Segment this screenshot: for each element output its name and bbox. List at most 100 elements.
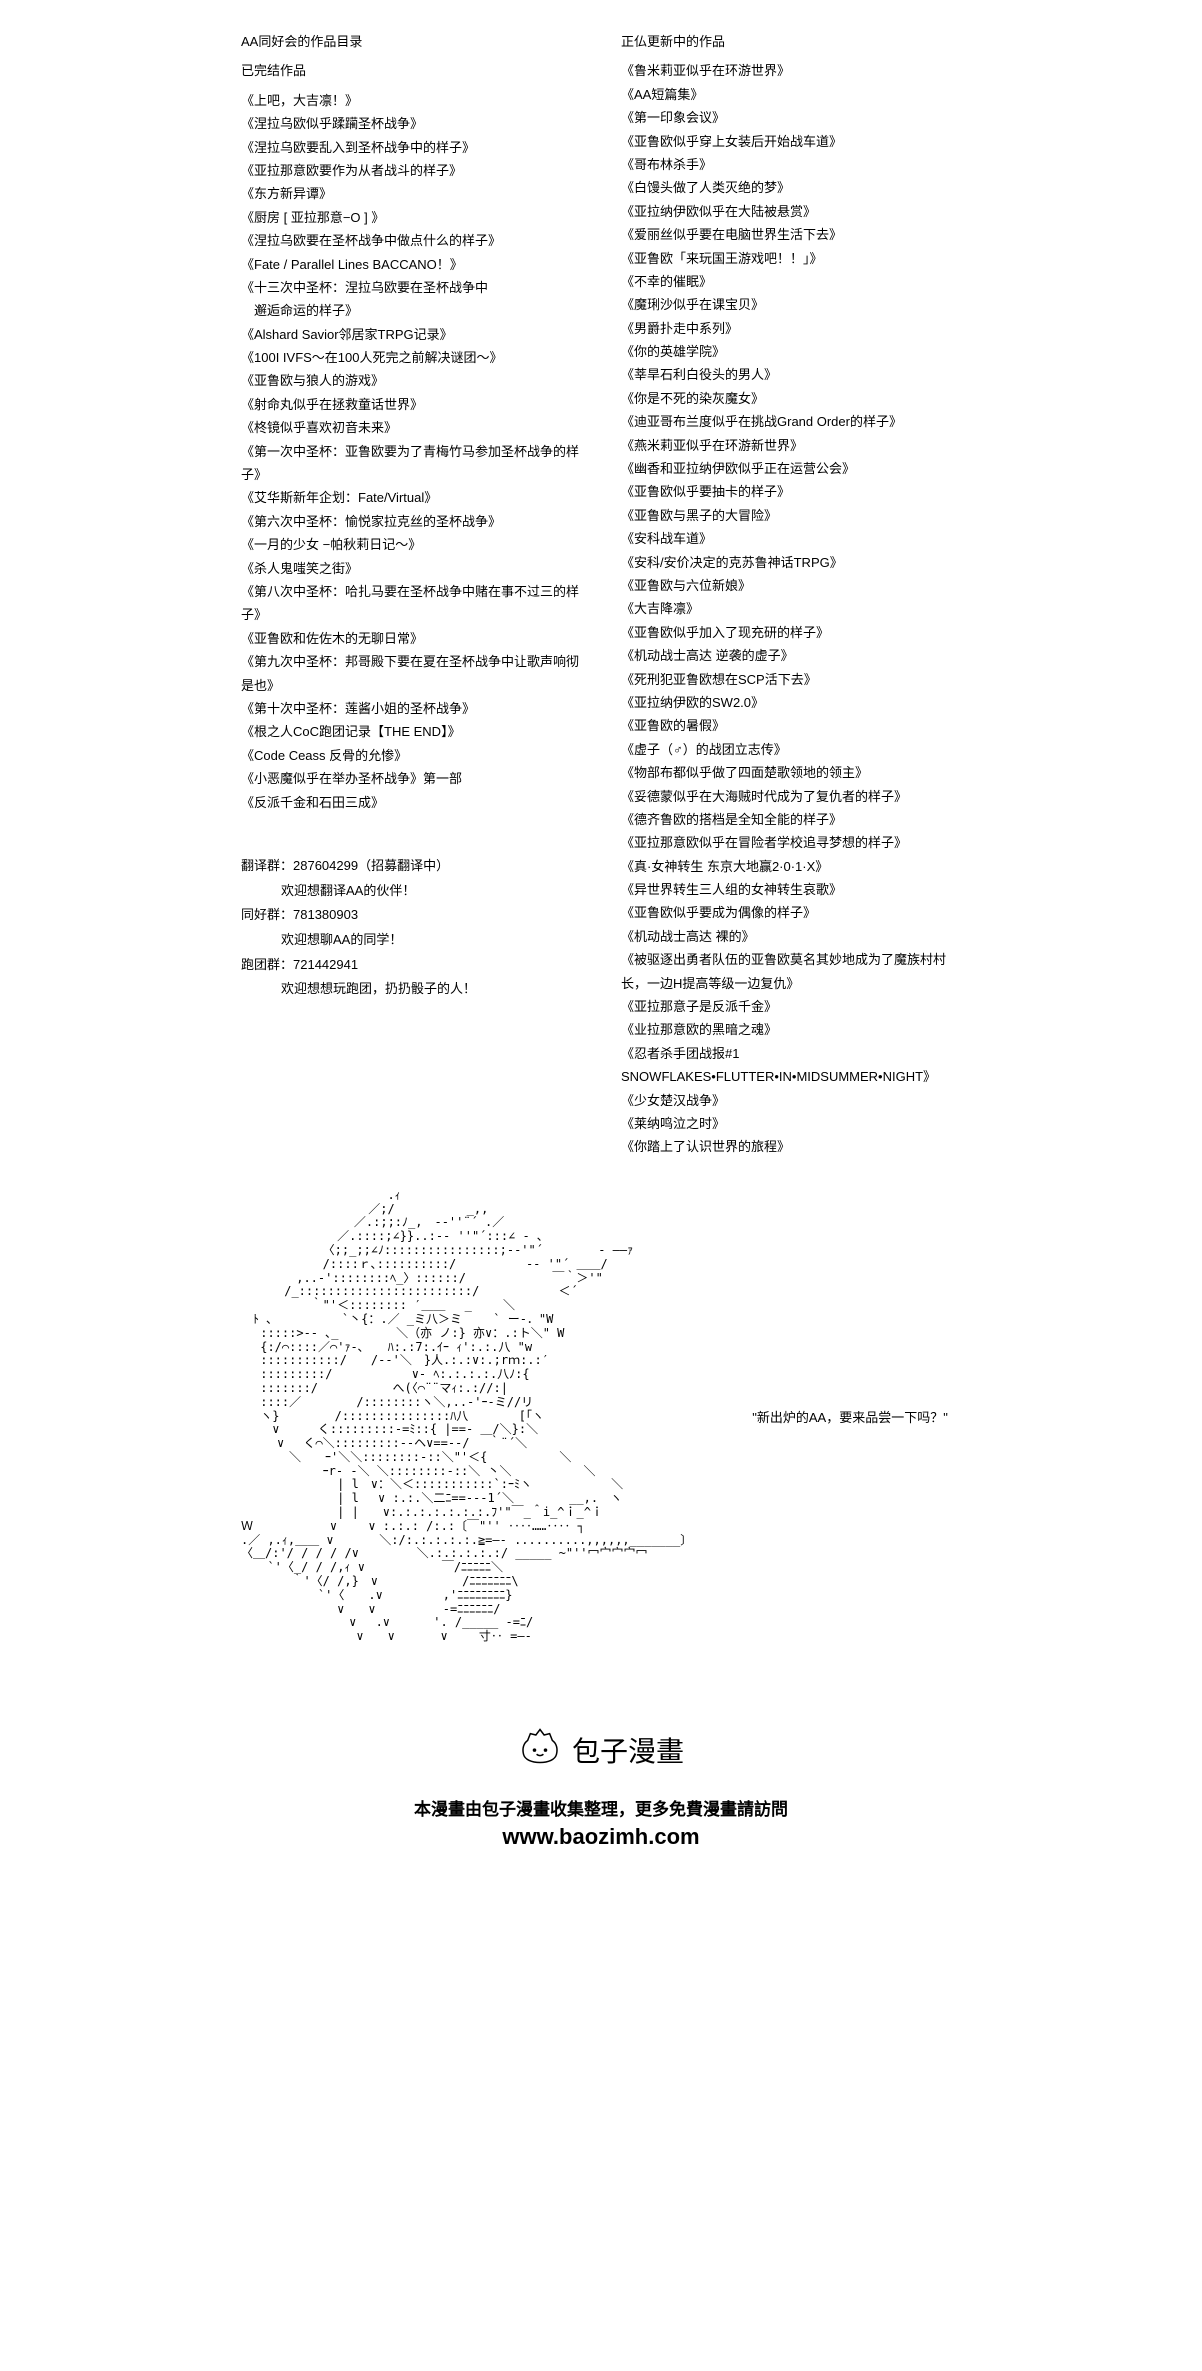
work-item: 《爱丽丝似乎要在电脑世界生活下去》 [621,223,961,246]
work-item: 《亚拉那意欧要作为从者战斗的样子》 [241,159,581,182]
work-item: 《亚鲁欧的暑假》 [621,714,961,737]
work-item: 《被驱逐出勇者队伍的亚鲁欧莫名其妙地成为了魔族村村长，一边H提高等级一边复仇》 [621,948,961,995]
group-translate-line2: 欢迎想翻译AA的伙伴！ [241,879,581,904]
work-item: 《亚拉那意欧似乎在冒险者学校追寻梦想的样子》 [621,831,961,854]
footer-url: www.baozimh.com [241,1824,961,1850]
group-trpg-line1: 跑团群：721442941 [241,953,581,978]
group-fans-line2: 欢迎想聊AA的同学！ [241,928,581,953]
work-item: 《白馒头做了人类灭绝的梦》 [621,176,961,199]
work-item: 《虚子（♂）的战团立志传》 [621,738,961,761]
work-item: 《不幸的催眠》 [621,270,961,293]
work-item: 《亚鲁欧与六位新娘》 [621,574,961,597]
group-translate-line1: 翻译群：287604299（招募翻译中） [241,854,581,879]
work-item: 《魔琍沙似乎在课宝贝》 [621,293,961,316]
work-item: 《业拉那意欧的黑暗之魂》 [621,1018,961,1041]
work-item: 《燕米莉亚似乎在环游新世界》 [621,434,961,457]
work-item: 《亚鲁欧似乎要抽卡的样子》 [621,480,961,503]
work-item: 《哥布林杀手》 [621,153,961,176]
work-item: 《忍者杀手团战报#1 SNOWFLAKES•FLUTTER•IN•MIDSUMM… [621,1042,961,1089]
work-item: 《亚鲁欧与狼人的游戏》 [241,369,581,392]
work-item: 《柊镜似乎喜欢初音未来》 [241,416,581,439]
work-item: 《东方新异谭》 [241,182,581,205]
work-item: 《死刑犯亚鲁欧想在SCP活下去》 [621,668,961,691]
work-item: 《Fate / Parallel Lines BACCANO！》 [241,253,581,276]
column-left: AA同好会的作品目录 已完结作品 《上吧，大吉凛！》《涅拉乌欧似乎蹂躏圣杯战争》… [241,30,581,1159]
page-container: AA同好会的作品目录 已完结作品 《上吧，大吉凛！》《涅拉乌欧似乎蹂躏圣杯战争》… [221,0,981,1930]
work-item: 《安科/安价决定的克苏鲁神话TRPG》 [621,551,961,574]
work-item: 《艾华斯新年企划：Fate/Virtual》 [241,486,581,509]
group-trpg-line2: 欢迎想想玩跑团，扔扔骰子的人！ [241,977,581,1002]
group-trpg: 跑团群：721442941 欢迎想想玩跑团，扔扔骰子的人！ [241,953,581,1002]
work-item: 《莘旱石利白役头的男人》 [621,363,961,386]
ascii-art: .ｨ ／;/ _,, ／.:;;:ﾉ_, -‐''¨´ .／ ／.::::;∠}… [241,1189,692,1644]
work-item: 《第九次中圣杯：邦哥殿下要在夏在圣杯战争中让歌声响彻是也》 [241,650,581,697]
work-item: 《第八次中圣杯：哈扎马要在圣杯战争中赌在事不过三的样子》 [241,580,581,627]
column-right: 正仏更新中的作品 《鲁米莉亚似乎在环游世界》《AA短篇集》《第一印象会议》《亚鲁… [621,30,961,1159]
work-item: 《涅拉乌欧要在圣杯战争中做点什么的样子》 [241,229,581,252]
ascii-caption: "新出炉的AA，要来品尝一下吗？" [752,1407,948,1426]
work-item: 《亚鲁欧似乎要成为偶像的样子》 [621,901,961,924]
footer-line1: 本漫畫由包子漫畫收集整理，更多免費漫畫請訪問 [241,1795,961,1820]
work-item: 《射命丸似乎在拯救童话世界》 [241,393,581,416]
group-translate: 翻译群：287604299（招募翻译中） 欢迎想翻译AA的伙伴！ [241,854,581,903]
work-item: 《第一印象会议》 [621,106,961,129]
footer: 包子漫畫 本漫畫由包子漫畫收集整理，更多免費漫畫請訪問 www.baozimh.… [241,1704,961,1890]
work-item: 《厨房 [ 亚拉那意−O ] 》 [241,206,581,229]
updating-works-list: 《鲁米莉亚似乎在环游世界》《AA短篇集》《第一印象会议》《亚鲁欧似乎穿上女装后开… [621,59,961,1158]
work-item: 《妥德蒙似乎在大海贼时代成为了复仇者的样子》 [621,785,961,808]
right-header-1: 正仏更新中的作品 [621,30,961,53]
work-item: 《你的英雄学院》 [621,340,961,363]
work-item: 《第十次中圣杯：莲酱小姐的圣杯战争》 [241,697,581,720]
work-item: 《AA短篇集》 [621,83,961,106]
work-item: 《你踏上了认识世界的旅程》 [621,1135,961,1158]
completed-works-list: 《上吧，大吉凛！》《涅拉乌欧似乎蹂躏圣杯战争》《涅拉乌欧要乱入到圣杯战争中的样子… [241,89,581,814]
work-item: 《你是不死的染灰魔女》 [621,387,961,410]
left-header-2: 已完结作品 [241,59,581,82]
work-item: 《真·女神转生 东京大地赢2·0·1·X》 [621,855,961,878]
work-item: 《机动战士高达 裸的》 [621,925,961,948]
ascii-row: .ｨ ／;/ _,, ／.:;;:ﾉ_, -‐''¨´ .／ ／.::::;∠}… [241,1189,961,1644]
two-column-layout: AA同好会的作品目录 已完结作品 《上吧，大吉凛！》《涅拉乌欧似乎蹂躏圣杯战争》… [241,30,961,1159]
work-item: 《第六次中圣杯：愉悦家拉克丝的圣杯战争》 [241,510,581,533]
groups-block: 翻译群：287604299（招募翻译中） 欢迎想翻译AA的伙伴！ 同好群：781… [241,854,581,1002]
work-item: 《男爵扑走中系列》 [621,317,961,340]
work-item: 《反派千金和石田三成》 [241,791,581,814]
group-fans-line1: 同好群：781380903 [241,903,581,928]
work-item: 《小恶魔似乎在举办圣杯战争》第一部 [241,767,581,790]
work-item: 《大吉降凛》 [621,597,961,620]
work-item: 《Code Ceass 反骨的允惨》 [241,744,581,767]
work-item: 《鲁米莉亚似乎在环游世界》 [621,59,961,82]
work-item: 《机动战士高达 逆袭的虚子》 [621,644,961,667]
work-item: 《亚鲁欧和佐佐木的无聊日常》 [241,627,581,650]
work-item: 《亚鲁欧似乎加入了现充研的样子》 [621,621,961,644]
bao-icon [518,1724,562,1775]
work-item: 《Alshard Savior邻居家TRPG记录》 [241,323,581,346]
group-fans: 同好群：781380903 欢迎想聊AA的同学！ [241,903,581,952]
work-item: 《涅拉乌欧似乎蹂躏圣杯战争》 [241,112,581,135]
work-item: 《安科战车道》 [621,527,961,550]
work-item: 《亚鲁欧「来玩国王游戏吧！！」》 [621,247,961,270]
work-item: 《幽香和亚拉纳伊欧似乎正在运营公会》 [621,457,961,480]
work-item: 《杀人鬼嗤笑之街》 [241,557,581,580]
work-item: 《第一次中圣杯：亚鲁欧要为了青梅竹马参加圣杯战争的样子》 [241,440,581,487]
left-header-1: AA同好会的作品目录 [241,30,581,53]
work-item: 《上吧，大吉凛！》 [241,89,581,112]
work-item: 《一月的少女 −帕秋莉日记～》 [241,533,581,556]
work-item: 《亚鲁欧与黑子的大冒险》 [621,504,961,527]
work-item: 《异世界转生三人组的女神转生哀歌》 [621,878,961,901]
work-item: 《根之人CoC跑团记录【THE END】》 [241,720,581,743]
work-item: 《亚鲁欧似乎穿上女装后开始战车道》 [621,130,961,153]
work-item: 《涅拉乌欧要乱入到圣杯战争中的样子》 [241,136,581,159]
work-item: 《十三次中圣杯：涅拉乌欧要在圣杯战争中 邂逅命运的样子》 [241,276,581,323]
work-item: 《少女楚汉战争》 [621,1089,961,1112]
work-item: 《亚拉那意子是反派千金》 [621,995,961,1018]
work-item: 《迪亚哥布兰度似乎在挑战Grand Order的样子》 [621,410,961,433]
work-item: 《莱纳鸣泣之时》 [621,1112,961,1135]
work-item: 《亚拉纳伊欧似乎在大陆被悬赏》 [621,200,961,223]
work-item: 《100I IVFS～在100人死完之前解决谜团～》 [241,346,581,369]
work-item: 《亚拉纳伊欧的SW2.0》 [621,691,961,714]
work-item: 《物部布都似乎做了四面楚歌领地的领主》 [621,761,961,784]
footer-logo: 包子漫畫 [518,1724,684,1775]
work-item: 《德齐鲁欧的搭档是全知全能的样子》 [621,808,961,831]
footer-brand-text: 包子漫畫 [572,1730,684,1770]
